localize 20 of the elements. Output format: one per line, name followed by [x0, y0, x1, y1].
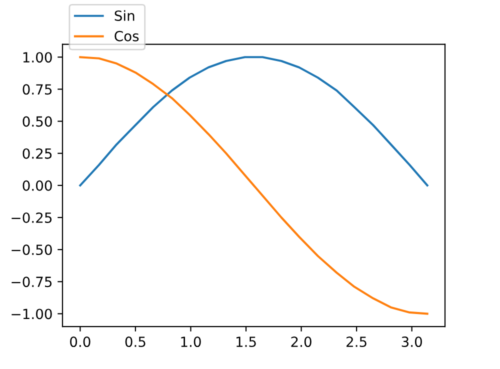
- y-tick-label: 0.75: [22, 84, 52, 95]
- x-tick-label: 2.5: [346, 336, 366, 348]
- legend-label: Sin: [114, 10, 134, 21]
- x-tick-label: 2.0: [291, 336, 312, 348]
- y-tick-label: 0.25: [22, 148, 52, 159]
- legend-label: Cos: [114, 30, 139, 42]
- line-series: [79, 56, 428, 315]
- y-tick-label: 0.50: [22, 116, 52, 127]
- y-tick-label: −0.50: [12, 244, 52, 256]
- y-tick-label: 1.00: [23, 52, 52, 63]
- x-tick-label: 0.0: [70, 336, 90, 348]
- y-tick-label: 0.00: [22, 180, 52, 191]
- x-tick-label: 3.0: [402, 336, 422, 348]
- y-tick-label: −0.75: [12, 276, 52, 288]
- y-tick-label: −1.00: [12, 308, 52, 320]
- x-tick-label: 0.5: [125, 336, 146, 348]
- x-tick-label: 1.5: [236, 336, 256, 348]
- line-series: [79, 56, 428, 186]
- y-tick-label: −0.25: [12, 212, 52, 223]
- x-tick-label: 1.0: [181, 336, 201, 348]
